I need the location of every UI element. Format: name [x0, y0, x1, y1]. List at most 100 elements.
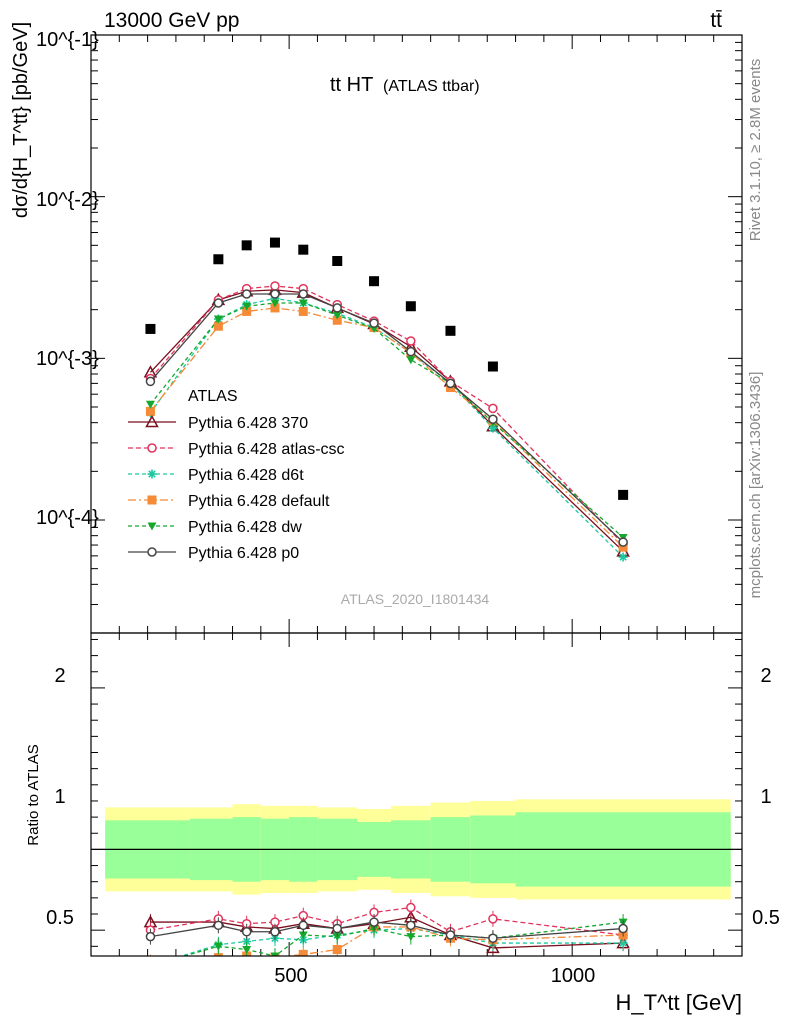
data-point	[270, 289, 280, 299]
data-point	[213, 298, 224, 308]
ratio-point	[298, 949, 308, 956]
ratio-point	[488, 933, 498, 943]
data-point	[241, 289, 252, 299]
data-point	[298, 289, 309, 299]
ratio-ticks	[91, 633, 743, 956]
ratio-point	[369, 917, 379, 927]
ratio-point	[486, 940, 500, 954]
data-point	[298, 306, 308, 316]
main-ticks	[91, 34, 743, 634]
ratio-point	[146, 962, 155, 970]
series-atlas	[145, 237, 629, 500]
header-right: tt̄	[710, 9, 722, 32]
data-point	[618, 537, 628, 547]
data-point	[369, 276, 380, 287]
ratio-point	[618, 923, 628, 934]
data-point	[145, 400, 155, 409]
ratio-point	[146, 958, 155, 967]
x-tick-label-500: 500	[274, 965, 307, 987]
analysis-watermark: ATLAS_2020_I1801434	[341, 591, 490, 607]
ratio-point	[332, 933, 342, 942]
legend-marker	[147, 522, 157, 531]
ratio-point	[213, 920, 224, 931]
ratio-y-tick-label-05-left: 0.5	[46, 907, 74, 929]
ratio-point	[242, 946, 252, 955]
legend-marker	[147, 547, 157, 557]
ratio-line	[150, 906, 624, 936]
ratio-y-tick-label-05-right: 0.5	[752, 907, 780, 929]
data-point	[241, 240, 252, 251]
data-point	[488, 403, 498, 414]
header-left: 13000 GeV pp	[104, 9, 239, 32]
x-axis-label: H_T^tt [GeV]	[616, 990, 742, 1015]
rivet-version-text: Rivet 3.1.10, ≥ 2.8M events	[747, 59, 764, 242]
legend-label-p0: Pythia 6.428 p0	[188, 545, 299, 562]
y-tick-label-1e-1: 10^{-1}	[36, 29, 99, 51]
ratio-point	[406, 920, 416, 931]
data-point	[269, 237, 280, 248]
data-point	[332, 303, 342, 313]
legend-label-d6t: Pythia 6.428 d6t	[188, 467, 304, 484]
ratio-point	[146, 961, 155, 970]
series-line	[149, 307, 624, 548]
data-point	[406, 336, 416, 346]
data-point	[270, 299, 280, 308]
data-point	[406, 346, 416, 357]
ratio-series	[143, 899, 630, 970]
main-y-label: dσ/d{H_T^tt} [pb/GeV]	[10, 22, 32, 218]
data-point	[332, 256, 343, 267]
legend-marker	[147, 443, 157, 453]
data-point	[332, 311, 342, 320]
data-point	[487, 361, 498, 372]
legend-symbols	[128, 414, 176, 557]
data-point	[488, 414, 498, 424]
data-point	[145, 376, 156, 387]
ratio-point	[145, 931, 156, 942]
ratio-frame	[90, 632, 743, 957]
ratio-point	[406, 902, 416, 913]
data-point	[618, 552, 628, 562]
legend-label-dw: Pythia 6.428 dw	[188, 519, 302, 536]
data-point	[242, 306, 252, 316]
ratio-y-tick-label-2-right: 2	[760, 665, 771, 687]
data-point	[298, 244, 309, 255]
ratio-uncertainty-bands	[91, 799, 742, 900]
legend-label-370: Pythia 6.428 370	[188, 415, 308, 432]
plot-title-suffix: (ATLAS ttbar)	[383, 78, 480, 95]
data-point	[242, 302, 252, 311]
data-point	[298, 299, 308, 308]
data-point	[145, 323, 156, 334]
ratio-point	[332, 923, 342, 934]
ratio-point	[298, 920, 309, 931]
data-point	[213, 254, 224, 265]
data-point	[618, 489, 629, 500]
legend-label-atlas: ATLAS	[188, 388, 238, 405]
ratio-y-label: Ratio to ATLAS	[25, 744, 42, 845]
ratio-point	[213, 942, 223, 951]
legend-marker	[147, 469, 157, 479]
ratio-y-tick-label-1-left: 1	[54, 786, 65, 808]
ratio-point	[270, 927, 280, 937]
ratio-y-tick-label-2-left: 2	[54, 665, 65, 687]
y-tick-label-1e-4: 10^{-4}	[36, 507, 99, 529]
ratio-point	[213, 953, 223, 956]
y-tick-label-1e-2: 10^{-2}	[36, 189, 99, 211]
ratio-point	[445, 930, 456, 940]
legend-label-default: Pythia 6.428 default	[188, 493, 330, 510]
source-url-text: mcplots.cern.ch [arXiv:1306.3436]	[747, 372, 764, 599]
data-point	[406, 356, 416, 365]
ratio-point	[270, 952, 280, 956]
legend: ATLAS Pythia 6.428 370 Pythia 6.428 atla…	[128, 388, 345, 562]
main-panel: tt HT (ATLAS ttbar) dσ/d{H_T^tt} [pb/GeV…	[10, 22, 743, 634]
main-series	[143, 237, 630, 562]
ratio-point	[488, 914, 498, 924]
y-tick-label-1e-3: 10^{-3}	[36, 348, 99, 370]
ratio-point	[242, 936, 252, 946]
data-point	[445, 378, 456, 389]
ratio-point	[406, 933, 416, 942]
plot-title: tt HT	[330, 74, 373, 96]
legend-label-atlas-csc: Pythia 6.428 atlas-csc	[188, 441, 345, 458]
data-point	[213, 315, 223, 324]
data-point	[270, 281, 280, 291]
ratio-y-tick-label-1-right: 1	[760, 786, 771, 808]
